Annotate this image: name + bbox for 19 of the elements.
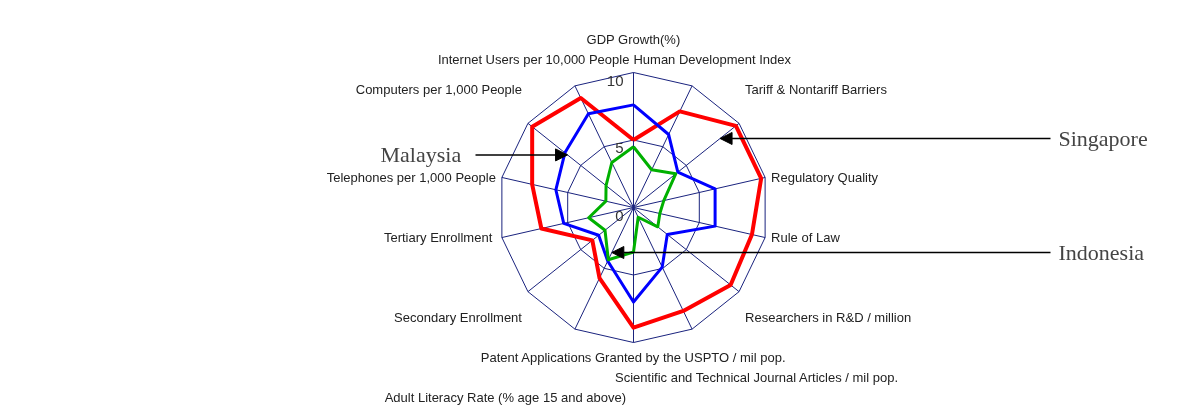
spoke-label: Regulatory Quality — [771, 169, 879, 185]
spoke-label: Scientific and Technical Journal Articles / mil pop. — [615, 370, 899, 385]
text: Singapore — [1058, 125, 1148, 151]
spoke-label: Researchers in R&D / million — [745, 310, 912, 326]
spoke-label: GDP Growth(%) — [586, 32, 681, 47]
spoke-label: Rule of Law — [771, 230, 841, 246]
spoke-label: Tertiary Enrollment — [383, 230, 493, 246]
y-tick-label: 10 — [606, 71, 624, 89]
text: Indonesia — [1058, 240, 1145, 265]
spoke-label: Telephones per 1,000 People — [326, 169, 496, 185]
y-tick-label: 5 — [615, 139, 624, 156]
spoke-label: Human Development Index — [633, 52, 792, 67]
spoke-label: Computers per 1,000 People — [355, 81, 522, 97]
spoke-label: Adult Literacy Rate (% age 15 and above) — [384, 390, 627, 405]
spoke-label: Internet Users per 10,000 People — [437, 52, 630, 67]
spoke-label: Secondary Enrollment — [394, 310, 523, 326]
spoke-label: Tariff & Nontariff Barriers — [745, 81, 888, 97]
spoke-label: Patent Applications Granted by the USPTO / mil pop. — [480, 350, 786, 365]
text: Malaysia — [380, 142, 462, 168]
